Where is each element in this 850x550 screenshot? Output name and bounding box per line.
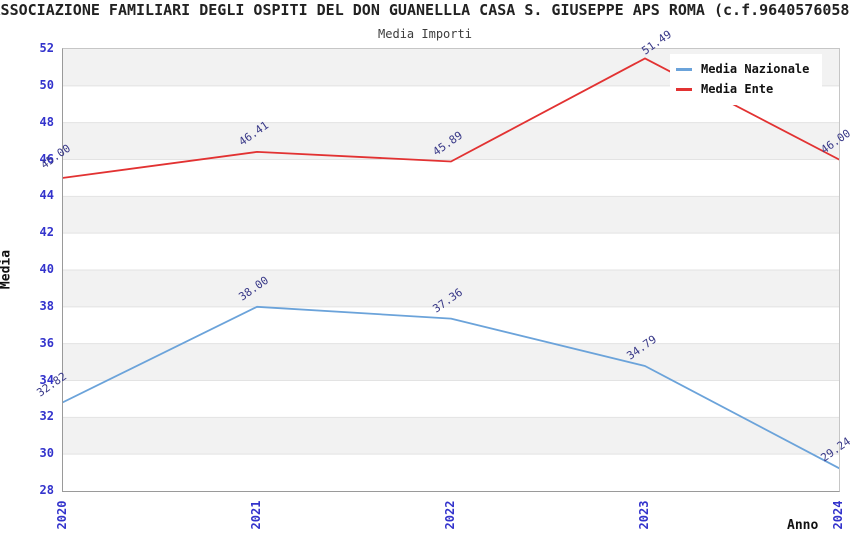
background-band (63, 159, 839, 197)
y-tick-label: 46 (39, 151, 54, 166)
y-axis-title: Media (0, 249, 14, 290)
background-band (63, 122, 839, 160)
chart-subtitle: Media Importi (378, 27, 472, 41)
series-line-media-nazionale (63, 305, 839, 470)
y-tick-label: 36 (39, 335, 54, 350)
legend-line-swatch-red (676, 87, 692, 91)
legend-line-swatch-blue (676, 67, 692, 71)
background-band (63, 454, 839, 491)
y-tick-label: 32 (39, 409, 54, 424)
y-tick-label: 50 (39, 77, 54, 92)
x-axis-title: Anno (787, 518, 819, 533)
chart-title: ASSOCIAZIONE FAMILIARI DEGLI OSPITI DEL … (0, 1, 850, 19)
background-band (63, 417, 839, 455)
y-tick-label: 48 (39, 114, 54, 129)
y-tick-label: 44 (39, 188, 54, 203)
background-band (63, 306, 839, 344)
y-tick-label: 38 (39, 298, 54, 313)
legend-item-media-nazionale: Media Nazionale (676, 59, 822, 79)
y-tick-label: 34 (39, 372, 54, 387)
background-band (63, 270, 839, 307)
y-tick-label: 40 (39, 262, 54, 276)
background-band (63, 380, 839, 418)
line-chart-svg (63, 49, 839, 491)
background-band (63, 343, 839, 381)
plot-area (62, 48, 840, 492)
x-tick-label: 2023 (637, 500, 651, 530)
x-tick-label: 2021 (249, 500, 263, 530)
background-band (63, 196, 839, 234)
x-tick-label: 2022 (443, 500, 457, 530)
y-tick-label: 42 (39, 225, 54, 240)
y-tick-label: 52 (39, 41, 54, 55)
legend-box: Media Nazionale Media Ente (670, 54, 822, 105)
legend-label: Media Nazionale (701, 62, 810, 76)
y-tick-label: 30 (39, 446, 54, 461)
legend-item-media-ente: Media Ente (676, 79, 822, 99)
y-tick-label: 28 (39, 483, 54, 497)
background-band (63, 233, 839, 270)
legend-label: Media Ente (701, 82, 774, 96)
x-tick-label: 2020 (55, 500, 69, 530)
